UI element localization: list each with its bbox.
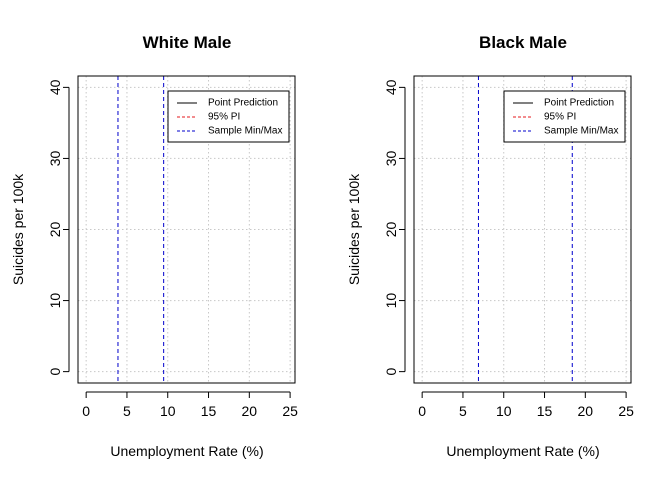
panel-1-x-tick-label-3: 15 (201, 403, 217, 419)
panel-1-x-tick-label-5: 25 (282, 403, 298, 419)
panel-1-x-tick-label-2: 10 (160, 403, 176, 419)
panel-1-legend-label-1: Point Prediction (208, 98, 278, 109)
panel-2-y-tick-label-3: 30 (383, 150, 399, 166)
panel-2-legend-label-1: Point Prediction (544, 98, 614, 109)
panel-2-title: Black Male (479, 33, 567, 52)
panel-1-x-tick-label-1: 5 (123, 403, 131, 419)
panel-1-title: White Male (143, 33, 232, 52)
panel-2-plot-frame (413, 75, 632, 384)
panel-2-legend-label-2: 95% PI (544, 112, 576, 123)
panel-2: 0 5 10 15 20 25 0 10 20 30 40 Black Male Unemploymen… (346, 33, 634, 459)
panel-2-x-tick-label-4: 20 (578, 403, 594, 419)
panel-1-y-axis-label: Suicides per 100k (10, 173, 26, 285)
panel-2-y-axis-label: Suicides per 100k (346, 173, 362, 285)
panel-2-x-tick-label-0: 0 (418, 403, 426, 419)
panel-1-legend-label-3: Sample Min/Max (208, 126, 282, 137)
panel-1-y-tick-label-2: 20 (47, 222, 63, 238)
panel-1-x-tick-label-4: 20 (242, 403, 258, 419)
panel-2-x-tick-label-5: 25 (618, 403, 634, 419)
panel-2-x-tick-label-2: 10 (496, 403, 512, 419)
panel-2-legend: Point Prediction 95% PI Sample Min/Max (503, 90, 626, 143)
panel-1-x-axis-label: Unemployment Rate (%) (110, 443, 263, 459)
panel-2-y-tick-label-4: 40 (383, 79, 399, 95)
panel-1-plot-frame (77, 75, 296, 384)
panel-2-y-tick-label-0: 0 (383, 368, 399, 376)
panel-2-y-tick-label-1: 10 (383, 293, 399, 309)
panel-1-legend: Point Prediction 95% PI Sample Min/Max (167, 90, 290, 143)
panel-2-x-tick-label-3: 15 (537, 403, 553, 419)
panel-1-y-tick-label-0: 0 (47, 368, 63, 376)
panel-2-x-axis-label: Unemployment Rate (%) (446, 443, 599, 459)
panel-1-y-tick-label-3: 30 (47, 150, 63, 166)
panel-2-y-tick-label-2: 20 (383, 222, 399, 238)
panel-1-y-tick-label-1: 10 (47, 293, 63, 309)
panel-1-legend-label-2: 95% PI (208, 112, 240, 123)
panel-1-x-tick-label-0: 0 (82, 403, 90, 419)
panel-1-y-tick-label-4: 40 (47, 79, 63, 95)
panel-2-x-tick-label-1: 5 (459, 403, 467, 419)
panel-2-legend-label-3: Sample Min/Max (544, 126, 618, 137)
panel-1: 0 5 10 15 20 25 0 10 20 30 40 White Male Unemploymen… (10, 33, 298, 459)
